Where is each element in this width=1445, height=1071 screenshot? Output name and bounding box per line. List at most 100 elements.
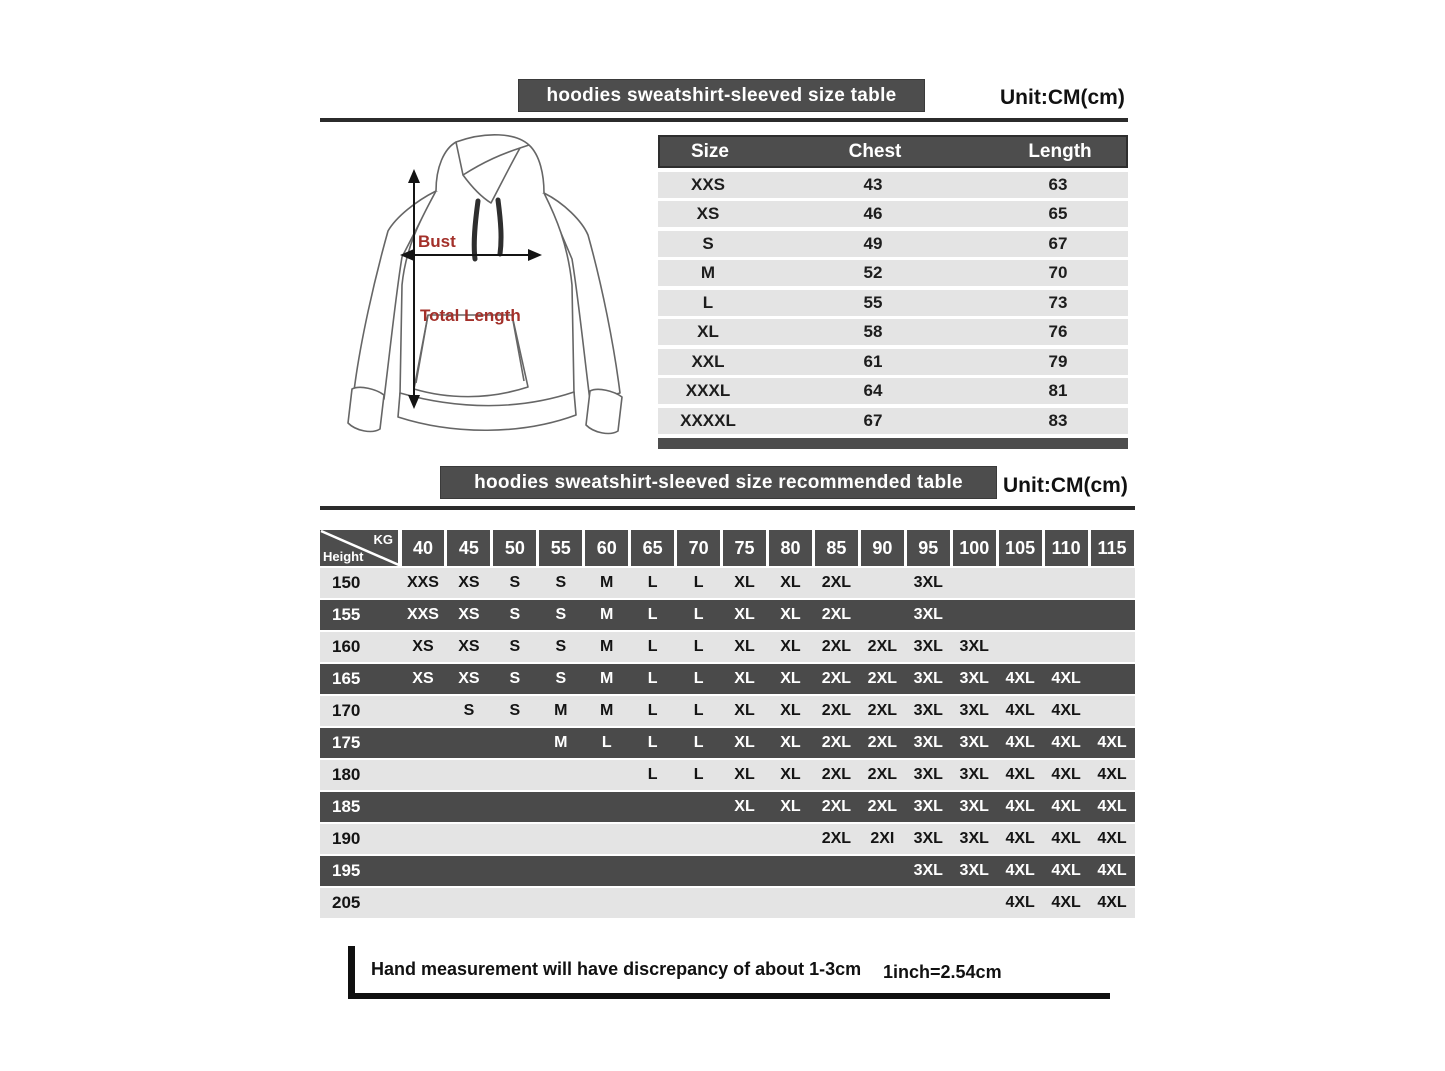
chest-cell: 61 (863, 351, 883, 371)
size-recommendation-cell: XL (734, 670, 755, 687)
weight-header-cell: 85 (814, 530, 858, 566)
size-recommendation-cell (813, 856, 859, 886)
size-table-bottom-bar (658, 437, 1128, 449)
size-recommendation-cell: 2XL (867, 766, 898, 783)
size-recommendation-cell: 4XL (1005, 894, 1035, 911)
length-cell: 76 (1048, 322, 1068, 341)
size-cell: XS (696, 204, 720, 223)
size-table-row: S 49 67 (658, 230, 1128, 257)
weight-header-cell: 55 (539, 530, 583, 566)
size-recommendation-cell (446, 888, 492, 918)
size-table-title-bar: hoodies sweatshirt-sleeved size table (518, 79, 925, 112)
size-recommendation-cell (676, 824, 722, 854)
size-recommendation-cell: L (693, 574, 704, 591)
size-recommendation-cell (1043, 568, 1089, 598)
size-recommendation-cell: 2XL (821, 638, 852, 655)
recommended-table-row: 170 S S M M L L XL XL 2XL 2XL 3XL 3XL 4XL 4XL (320, 696, 1135, 728)
size-recommendation-cell (538, 760, 584, 790)
size-recommendation-cell (538, 824, 584, 854)
weight-header-cell: 60 (585, 530, 629, 566)
size-recommendation-cell (446, 760, 492, 790)
size-recommendation-cell: 2XL (821, 702, 852, 719)
pocket (413, 314, 529, 398)
size-recommendation-cell: 4XL (1051, 702, 1081, 719)
size-recommendation-cell (905, 888, 951, 918)
size-recommendation-cell: 4XL (1051, 766, 1081, 783)
weight-header-cell: 40 (401, 530, 445, 566)
height-label: 180 (332, 765, 361, 784)
left-sleeve (353, 190, 437, 400)
size-recommendation-cell: S (555, 606, 567, 623)
size-recommendation-cell: S (463, 702, 475, 719)
size-recommendation-cell (400, 824, 446, 854)
height-label: 175 (332, 733, 361, 752)
size-recommendation-cell: S (555, 670, 567, 687)
length-cell: 63 (1048, 174, 1068, 194)
height-label: 190 (332, 829, 361, 848)
length-cell: 73 (1048, 292, 1068, 312)
size-recommendation-cell (492, 856, 538, 886)
size-recommendation-cell: M (554, 702, 568, 719)
size-recommendation-cell (997, 600, 1043, 630)
size-table-row: XXXL 64 81 (658, 378, 1128, 404)
size-recommendation-cell: L (647, 574, 658, 591)
size-recommendation-cell (630, 792, 676, 822)
size-recommendation-cell: 4XL (1051, 862, 1081, 879)
recommended-table-row: 175 M L L L XL XL 2XL 2XL 3XL 3XL 4XL 4XL 4XL (320, 728, 1135, 760)
total-length-label: Total Length (420, 306, 521, 325)
measurement-note: Hand measurement will have discrepancy o… (371, 959, 862, 979)
size-recommendation-cell: XL (734, 574, 755, 591)
height-label: 195 (332, 861, 361, 880)
arrowhead-right (528, 249, 542, 261)
size-recommendation-cell: L (693, 670, 704, 687)
size-recommendation-cell (1089, 664, 1135, 694)
size-table-body: XXS 43 63 XS 46 65 S 49 67 M 52 70 L 55 73 XL 58 76 XXL 61 7… (658, 171, 1128, 434)
size-recommendation-cell: 3XL (913, 702, 943, 719)
size-recommendation-cell: 3XL (913, 670, 943, 687)
size-recommendation-cell (400, 856, 446, 886)
size-recommendation-cell: XL (734, 766, 755, 783)
size-recommendation-cell: XXS (406, 574, 439, 591)
size-recommendation-cell: 3XL (959, 830, 989, 847)
size-recommendation-cell (446, 824, 492, 854)
size-recommendation-cell (768, 824, 814, 854)
size-recommendation-cell: S (509, 574, 521, 591)
weight-header-cell: 90 (860, 530, 904, 566)
size-recommendation-cell: 4XL (1051, 894, 1081, 911)
size-recommendation-cell: XL (780, 606, 801, 623)
weight-header-cell: 100 (952, 530, 996, 566)
right-sleeve (543, 192, 621, 402)
size-recommendation-cell: 2XL (867, 638, 898, 655)
size-table-title: hoodies sweatshirt-sleeved size table (546, 84, 897, 106)
size-recommendation-cell (538, 856, 584, 886)
size-table-header-row: Size Chest Length (658, 135, 1128, 168)
size-recommendation-cell: XXS (406, 606, 439, 623)
size-recommendation-cell (584, 856, 630, 886)
size-recommendation-cell: L (693, 638, 704, 655)
size-recommendation-cell: 3XL (959, 862, 989, 879)
size-recommendation-cell (768, 888, 814, 918)
chest-cell: 43 (863, 174, 883, 194)
corner-diagonal-line (320, 530, 400, 566)
recommended-table-row: 155 XXS XS S S M L L XL XL 2XL 3XL (320, 600, 1135, 632)
size-recommendation-cell: 2XL (821, 766, 852, 783)
size-recommendation-cell: 3XL (913, 734, 943, 751)
size-recommendation-cell: XS (412, 670, 434, 687)
height-label: 150 (332, 573, 361, 592)
column-header-length: Length (1028, 140, 1092, 162)
hem-band (397, 391, 577, 432)
size-recommendation-cell: 4XL (1005, 862, 1035, 879)
size-recommendation-cell: XS (412, 638, 434, 655)
inch-conversion-note: 1inch=2.54cm (883, 962, 1002, 982)
size-recommendation-cell: 3XL (913, 798, 943, 815)
size-recommendation-cell (951, 888, 997, 918)
unit-label-top: Unit:CM(cm) (1000, 86, 1125, 109)
chest-cell: 46 (863, 204, 883, 223)
size-recommendation-cell: 4XL (1097, 830, 1127, 847)
chest-cell: 58 (863, 322, 883, 341)
size-recommendation-cell: 2XL (867, 798, 898, 815)
size-recommendation-cell (859, 600, 905, 630)
size-recommendation-cell: XS (458, 574, 480, 591)
corner-cell: KG Height (320, 530, 400, 566)
size-recommendation-cell: 2XL (821, 830, 852, 847)
